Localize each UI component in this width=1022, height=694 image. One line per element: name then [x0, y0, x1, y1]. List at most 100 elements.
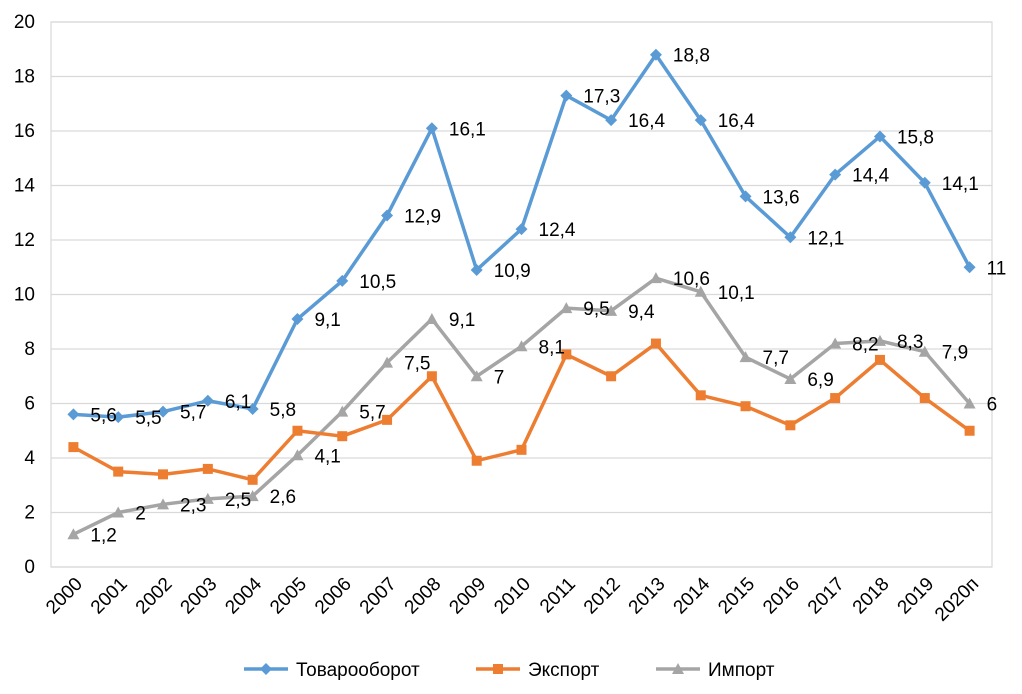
marker-triangle: [829, 337, 842, 349]
data-label: 10,6: [673, 269, 710, 290]
marker-diamond: [918, 176, 931, 189]
data-label: 2,3: [180, 495, 206, 516]
y-tick-label: 14: [14, 176, 36, 197]
x-tick-label: 2003: [177, 574, 222, 619]
marker-square: [337, 431, 348, 442]
x-tick-label: 2008: [401, 574, 446, 619]
marker-square: [695, 390, 706, 401]
marker-triangle: [672, 663, 684, 674]
plot-area: [50, 21, 993, 568]
x-tick-label: 2009: [445, 574, 490, 619]
marker-diamond: [784, 231, 797, 244]
x-tick-label: 2017: [804, 574, 849, 619]
marker-diamond: [963, 261, 976, 274]
marker-square: [292, 425, 303, 436]
marker-square: [382, 414, 393, 425]
marker-diamond: [649, 48, 662, 61]
data-label: 7,5: [404, 354, 430, 375]
x-axis-ticks: 2000 2001 2002 2003 2004 2005 2006 2007 2008 2009…: [42, 573, 983, 625]
data-label: 6,1: [225, 392, 251, 413]
marker-triangle: [67, 528, 80, 540]
y-tick-label: 2: [24, 503, 35, 524]
marker-square: [426, 371, 437, 382]
marker-triangle: [605, 304, 618, 316]
marker-diamond: [515, 223, 528, 236]
y-axis-ticks: 0 2 4 6 8 10 12 14 16 18 20: [14, 12, 36, 578]
marker-triangle: [739, 351, 752, 363]
marker-diamond: [560, 89, 573, 102]
legend-label: Импорт: [708, 660, 775, 681]
marker-diamond: [112, 411, 125, 424]
data-label: 9,4: [628, 302, 655, 323]
marker-triangle: [784, 372, 797, 384]
data-label: 5,6: [90, 405, 116, 426]
marker-square: [919, 393, 930, 404]
data-label: 5,7: [180, 403, 206, 424]
y-tick-label: 8: [24, 339, 35, 360]
y-tick-label: 16: [14, 121, 35, 142]
marker-square: [471, 455, 482, 466]
marker-diamond: [605, 114, 618, 127]
data-label: 15,8: [897, 127, 934, 148]
marker-triangle: [291, 449, 304, 461]
marker-square: [493, 664, 503, 674]
data-labels: 5,6 5,5 5,7 6,1 5,8 9,1 10,5 12,9 16,1 10,9 12,4 17…: [90, 46, 1006, 547]
data-label: 2,6: [270, 487, 296, 508]
series-0: [67, 48, 976, 424]
data-label: 10,5: [359, 272, 396, 293]
y-tick-label: 18: [14, 67, 35, 88]
marker-triangle: [112, 506, 125, 518]
marker-square: [113, 466, 124, 477]
data-label: 12,9: [404, 206, 441, 227]
marker-square: [516, 444, 527, 455]
y-tick-label: 12: [14, 230, 35, 251]
data-label: 11: [987, 258, 1007, 279]
marker-diamond: [157, 405, 170, 418]
marker-square: [740, 401, 751, 412]
x-tick-label: 2005: [266, 574, 311, 619]
data-label: 9,1: [314, 310, 340, 331]
x-tick-label: 2013: [625, 574, 670, 619]
marker-triangle: [694, 285, 707, 297]
data-label: 16,1: [449, 119, 486, 140]
data-label: 7,9: [942, 343, 968, 364]
legend-label: Экспорт: [528, 660, 600, 681]
y-tick-label: 10: [14, 285, 35, 306]
data-label: 9,1: [449, 310, 475, 331]
marker-diamond: [336, 274, 349, 287]
data-label: 10,9: [494, 261, 531, 282]
data-label: 13,6: [763, 187, 800, 208]
marker-diamond: [739, 190, 752, 203]
data-label: 10,1: [718, 283, 755, 304]
x-tick-label: 2007: [356, 574, 401, 619]
data-label: 4,1: [314, 446, 340, 467]
marker-square: [964, 425, 975, 436]
marker-square: [561, 349, 572, 360]
marker-diamond: [425, 122, 438, 135]
y-tick-label: 0: [24, 557, 35, 578]
marker-diamond: [381, 209, 394, 222]
series-2: [67, 272, 976, 540]
marker-square: [158, 469, 169, 480]
marker-triangle: [649, 272, 662, 284]
marker-diamond: [201, 394, 214, 407]
series-group: [67, 48, 976, 540]
y-tick-label: 4: [24, 448, 35, 469]
marker-square: [68, 442, 79, 453]
marker-triangle: [873, 334, 886, 346]
x-tick-label: 2002: [132, 574, 177, 619]
x-tick-label: 2020п: [931, 574, 983, 626]
x-tick-label: 2004: [221, 573, 266, 618]
marker-square: [785, 420, 796, 431]
data-label: 14,4: [852, 166, 889, 187]
y-tick-label: 20: [14, 12, 35, 33]
x-tick-label: 2010: [490, 574, 535, 619]
data-label: 5,8: [270, 400, 296, 421]
marker-square: [650, 338, 661, 349]
legend-item: Товарооборот: [244, 660, 420, 681]
marker-triangle: [963, 397, 976, 409]
data-label: 6,9: [807, 370, 833, 391]
data-label: 1,2: [90, 525, 116, 546]
marker-diamond: [829, 168, 842, 181]
